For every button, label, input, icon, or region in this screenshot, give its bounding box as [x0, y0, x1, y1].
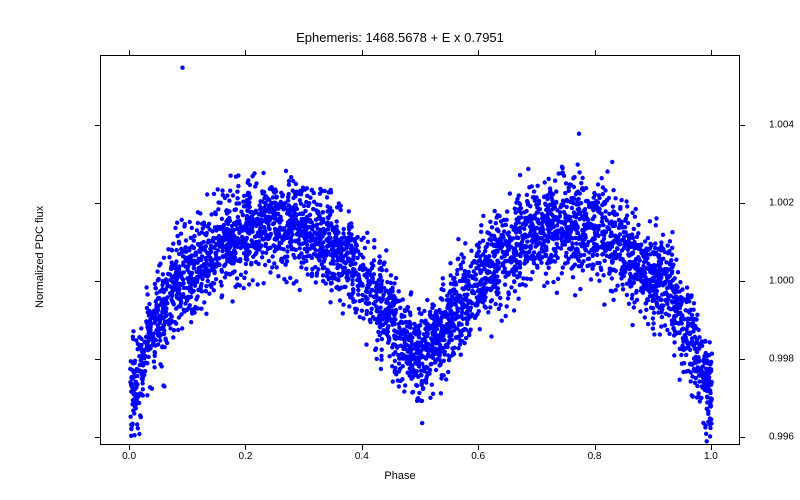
y-tick — [740, 281, 745, 282]
y-tick-label: 1.004 — [694, 120, 800, 131]
x-tick — [245, 445, 246, 450]
x-tick — [362, 50, 363, 55]
x-tick — [711, 50, 712, 55]
x-tick-label: 0.6 — [471, 451, 485, 462]
plot-area — [100, 55, 740, 445]
x-tick — [129, 50, 130, 55]
x-axis-label: Phase — [0, 470, 800, 482]
figure: Ephemeris: 1468.5678 + E x 0.7951 Normal… — [0, 0, 800, 500]
y-tick — [95, 437, 100, 438]
x-tick-label: 0.2 — [239, 451, 253, 462]
x-tick — [129, 445, 130, 450]
scatter-points — [101, 56, 741, 446]
x-tick-label: 0.0 — [122, 451, 136, 462]
x-tick-label: 1.0 — [704, 451, 718, 462]
x-tick — [362, 445, 363, 450]
y-axis-label: Normalized PDC flux — [34, 188, 46, 308]
x-tick — [478, 445, 479, 450]
x-tick — [595, 445, 596, 450]
y-tick — [95, 125, 100, 126]
y-tick-label: 0.996 — [694, 432, 800, 443]
x-tick-label: 0.4 — [355, 451, 369, 462]
y-tick-label: 1.000 — [694, 276, 800, 287]
chart-title: Ephemeris: 1468.5678 + E x 0.7951 — [0, 30, 800, 45]
y-tick — [95, 359, 100, 360]
x-tick — [595, 50, 596, 55]
y-tick — [740, 359, 745, 360]
x-tick-label: 0.8 — [588, 451, 602, 462]
x-tick — [711, 445, 712, 450]
y-tick-label: 1.002 — [694, 198, 800, 209]
x-tick — [478, 50, 479, 55]
y-tick — [740, 437, 745, 438]
y-tick — [95, 203, 100, 204]
y-tick — [740, 125, 745, 126]
x-tick — [245, 50, 246, 55]
y-tick-label: 0.998 — [694, 354, 800, 365]
y-tick — [740, 203, 745, 204]
y-tick — [95, 281, 100, 282]
